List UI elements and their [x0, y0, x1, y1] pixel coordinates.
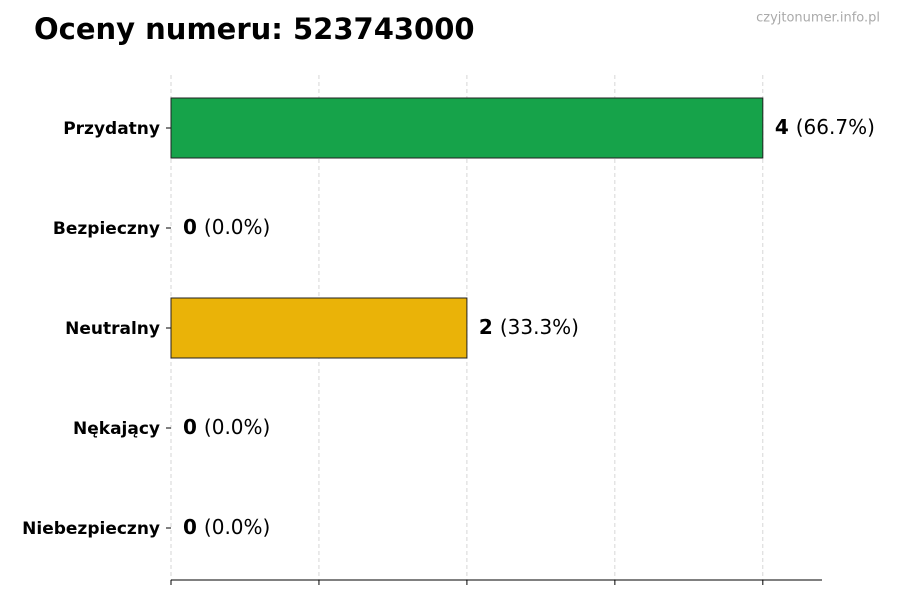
- chart-title: Oceny numeru: 523743000: [34, 12, 475, 46]
- value-share: (66.7%): [796, 115, 875, 139]
- value-label: 0 (0.0%): [183, 215, 270, 239]
- value-count: 0: [183, 215, 197, 239]
- y-tick-label: Nękający: [73, 419, 160, 439]
- value-share: (0.0%): [204, 415, 270, 439]
- y-tick-label: Neutralny: [65, 319, 160, 339]
- value-count: 2: [479, 315, 493, 339]
- value-label: 0 (0.0%): [183, 415, 270, 439]
- watermark: czyjtonumer.info.pl: [756, 11, 880, 26]
- value-share: (33.3%): [500, 315, 579, 339]
- value-label: 2 (33.3%): [479, 315, 579, 339]
- value-count: 4: [775, 115, 789, 139]
- value-label: 4 (66.7%): [775, 115, 875, 139]
- value-count: 0: [183, 515, 197, 539]
- value-share: (0.0%): [204, 515, 270, 539]
- bar: [170, 297, 468, 359]
- y-tick-label: Przydatny: [63, 119, 160, 139]
- value-share: (0.0%): [204, 215, 270, 239]
- value-count: 0: [183, 415, 197, 439]
- y-tick-label: Niebezpieczny: [22, 519, 160, 539]
- y-tick-label: Bezpieczny: [53, 219, 160, 239]
- bar: [170, 97, 764, 159]
- value-label: 0 (0.0%): [183, 515, 270, 539]
